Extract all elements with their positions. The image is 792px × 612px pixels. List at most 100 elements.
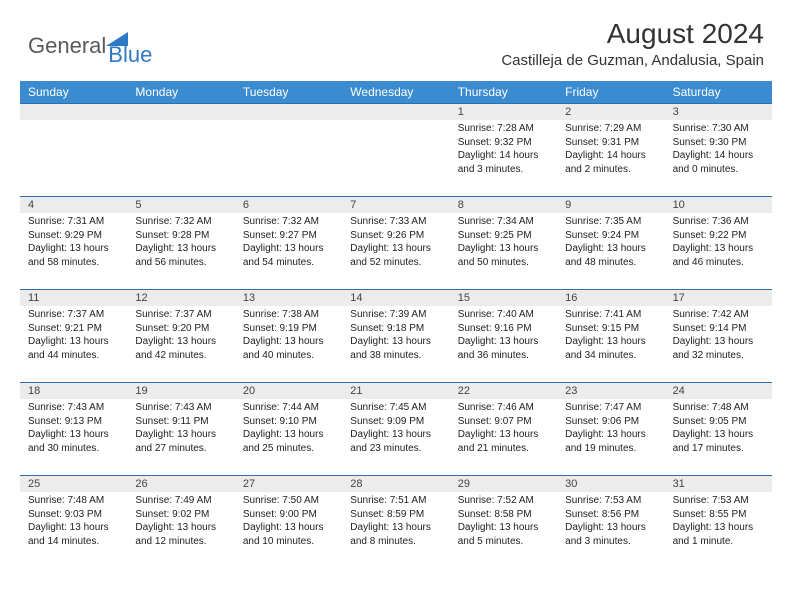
day-detail: Sunrise: 7:32 AMSunset: 9:27 PMDaylight:…	[235, 213, 342, 273]
day-detail: Sunrise: 7:37 AMSunset: 9:20 PMDaylight:…	[127, 306, 234, 366]
day-detail: Sunrise: 7:52 AMSunset: 8:58 PMDaylight:…	[450, 492, 557, 552]
day-number: 8	[450, 197, 557, 213]
day-cell: 30Sunrise: 7:53 AMSunset: 8:56 PMDayligh…	[557, 475, 664, 568]
sunset-line: Sunset: 9:20 PM	[135, 322, 226, 336]
day-cell: 20Sunrise: 7:44 AMSunset: 9:10 PMDayligh…	[235, 382, 342, 475]
daylight-line: Daylight: 13 hours and 38 minutes.	[350, 335, 441, 362]
daylight-line: Daylight: 13 hours and 10 minutes.	[243, 521, 334, 548]
day-number: 21	[342, 383, 449, 399]
day-detail: Sunrise: 7:40 AMSunset: 9:16 PMDaylight:…	[450, 306, 557, 366]
daylight-line: Daylight: 14 hours and 0 minutes.	[673, 149, 764, 176]
sunrise-line: Sunrise: 7:43 AM	[135, 401, 226, 415]
sunrise-line: Sunrise: 7:33 AM	[350, 215, 441, 229]
sunrise-line: Sunrise: 7:31 AM	[28, 215, 119, 229]
sunrise-line: Sunrise: 7:41 AM	[565, 308, 656, 322]
daylight-line: Daylight: 13 hours and 14 minutes.	[28, 521, 119, 548]
day-number: 22	[450, 383, 557, 399]
day-detail: Sunrise: 7:29 AMSunset: 9:31 PMDaylight:…	[557, 120, 664, 180]
sunrise-line: Sunrise: 7:42 AM	[673, 308, 764, 322]
day-cell: 23Sunrise: 7:47 AMSunset: 9:06 PMDayligh…	[557, 382, 664, 475]
day-header: Friday	[557, 81, 664, 103]
sunrise-line: Sunrise: 7:46 AM	[458, 401, 549, 415]
day-cell: 10Sunrise: 7:36 AMSunset: 9:22 PMDayligh…	[665, 196, 772, 289]
day-cell: 13Sunrise: 7:38 AMSunset: 9:19 PMDayligh…	[235, 289, 342, 382]
sunset-line: Sunset: 9:11 PM	[135, 415, 226, 429]
empty-cell	[20, 103, 127, 196]
daylight-line: Daylight: 13 hours and 8 minutes.	[350, 521, 441, 548]
day-number: 27	[235, 476, 342, 492]
day-detail: Sunrise: 7:48 AMSunset: 9:03 PMDaylight:…	[20, 492, 127, 552]
day-cell: 14Sunrise: 7:39 AMSunset: 9:18 PMDayligh…	[342, 289, 449, 382]
day-number: 5	[127, 197, 234, 213]
sunrise-line: Sunrise: 7:49 AM	[135, 494, 226, 508]
day-number: 30	[557, 476, 664, 492]
sunrise-line: Sunrise: 7:53 AM	[673, 494, 764, 508]
daylight-line: Daylight: 13 hours and 50 minutes.	[458, 242, 549, 269]
day-detail: Sunrise: 7:31 AMSunset: 9:29 PMDaylight:…	[20, 213, 127, 273]
day-number: 31	[665, 476, 772, 492]
day-detail: Sunrise: 7:51 AMSunset: 8:59 PMDaylight:…	[342, 492, 449, 552]
day-headers: SundayMondayTuesdayWednesdayThursdayFrid…	[20, 81, 772, 103]
sunset-line: Sunset: 9:15 PM	[565, 322, 656, 336]
sunrise-line: Sunrise: 7:45 AM	[350, 401, 441, 415]
sunset-line: Sunset: 9:10 PM	[243, 415, 334, 429]
day-detail: Sunrise: 7:46 AMSunset: 9:07 PMDaylight:…	[450, 399, 557, 459]
day-number: 2	[557, 104, 664, 120]
sunset-line: Sunset: 9:28 PM	[135, 229, 226, 243]
day-number: 23	[557, 383, 664, 399]
daylight-line: Daylight: 13 hours and 17 minutes.	[673, 428, 764, 455]
sunset-line: Sunset: 9:05 PM	[673, 415, 764, 429]
day-detail: Sunrise: 7:53 AMSunset: 8:56 PMDaylight:…	[557, 492, 664, 552]
day-number: 19	[127, 383, 234, 399]
day-cell: 16Sunrise: 7:41 AMSunset: 9:15 PMDayligh…	[557, 289, 664, 382]
day-detail: Sunrise: 7:49 AMSunset: 9:02 PMDaylight:…	[127, 492, 234, 552]
sunset-line: Sunset: 9:09 PM	[350, 415, 441, 429]
day-cell: 24Sunrise: 7:48 AMSunset: 9:05 PMDayligh…	[665, 382, 772, 475]
day-cell: 2Sunrise: 7:29 AMSunset: 9:31 PMDaylight…	[557, 103, 664, 196]
daylight-line: Daylight: 13 hours and 48 minutes.	[565, 242, 656, 269]
sunset-line: Sunset: 9:25 PM	[458, 229, 549, 243]
day-cell: 4Sunrise: 7:31 AMSunset: 9:29 PMDaylight…	[20, 196, 127, 289]
day-detail: Sunrise: 7:33 AMSunset: 9:26 PMDaylight:…	[342, 213, 449, 273]
sunset-line: Sunset: 8:56 PM	[565, 508, 656, 522]
day-detail: Sunrise: 7:41 AMSunset: 9:15 PMDaylight:…	[557, 306, 664, 366]
sunset-line: Sunset: 9:29 PM	[28, 229, 119, 243]
sunrise-line: Sunrise: 7:30 AM	[673, 122, 764, 136]
daylight-line: Daylight: 13 hours and 27 minutes.	[135, 428, 226, 455]
day-header: Tuesday	[235, 81, 342, 103]
sunrise-line: Sunrise: 7:38 AM	[243, 308, 334, 322]
day-number: 17	[665, 290, 772, 306]
day-number: 28	[342, 476, 449, 492]
daylight-line: Daylight: 13 hours and 30 minutes.	[28, 428, 119, 455]
sunset-line: Sunset: 9:24 PM	[565, 229, 656, 243]
day-number: 11	[20, 290, 127, 306]
header: General Blue August 2024 Castilleja de G…	[0, 0, 792, 77]
sunset-line: Sunset: 9:13 PM	[28, 415, 119, 429]
day-number: 12	[127, 290, 234, 306]
day-cell: 18Sunrise: 7:43 AMSunset: 9:13 PMDayligh…	[20, 382, 127, 475]
sunset-line: Sunset: 9:30 PM	[673, 136, 764, 150]
sunset-line: Sunset: 9:00 PM	[243, 508, 334, 522]
day-detail: Sunrise: 7:47 AMSunset: 9:06 PMDaylight:…	[557, 399, 664, 459]
sunset-line: Sunset: 9:06 PM	[565, 415, 656, 429]
sunset-line: Sunset: 8:59 PM	[350, 508, 441, 522]
sunrise-line: Sunrise: 7:50 AM	[243, 494, 334, 508]
day-number: 9	[557, 197, 664, 213]
daylight-line: Daylight: 13 hours and 25 minutes.	[243, 428, 334, 455]
day-cell: 11Sunrise: 7:37 AMSunset: 9:21 PMDayligh…	[20, 289, 127, 382]
sunset-line: Sunset: 9:02 PM	[135, 508, 226, 522]
day-number: 15	[450, 290, 557, 306]
empty-cell	[235, 103, 342, 196]
daylight-line: Daylight: 13 hours and 3 minutes.	[565, 521, 656, 548]
sunrise-line: Sunrise: 7:48 AM	[28, 494, 119, 508]
day-number: 14	[342, 290, 449, 306]
daylight-line: Daylight: 13 hours and 36 minutes.	[458, 335, 549, 362]
daylight-line: Daylight: 13 hours and 56 minutes.	[135, 242, 226, 269]
sunrise-line: Sunrise: 7:47 AM	[565, 401, 656, 415]
sunset-line: Sunset: 9:32 PM	[458, 136, 549, 150]
day-detail: Sunrise: 7:45 AMSunset: 9:09 PMDaylight:…	[342, 399, 449, 459]
empty-cell	[342, 103, 449, 196]
day-cell: 28Sunrise: 7:51 AMSunset: 8:59 PMDayligh…	[342, 475, 449, 568]
day-cell: 17Sunrise: 7:42 AMSunset: 9:14 PMDayligh…	[665, 289, 772, 382]
day-detail: Sunrise: 7:30 AMSunset: 9:30 PMDaylight:…	[665, 120, 772, 180]
